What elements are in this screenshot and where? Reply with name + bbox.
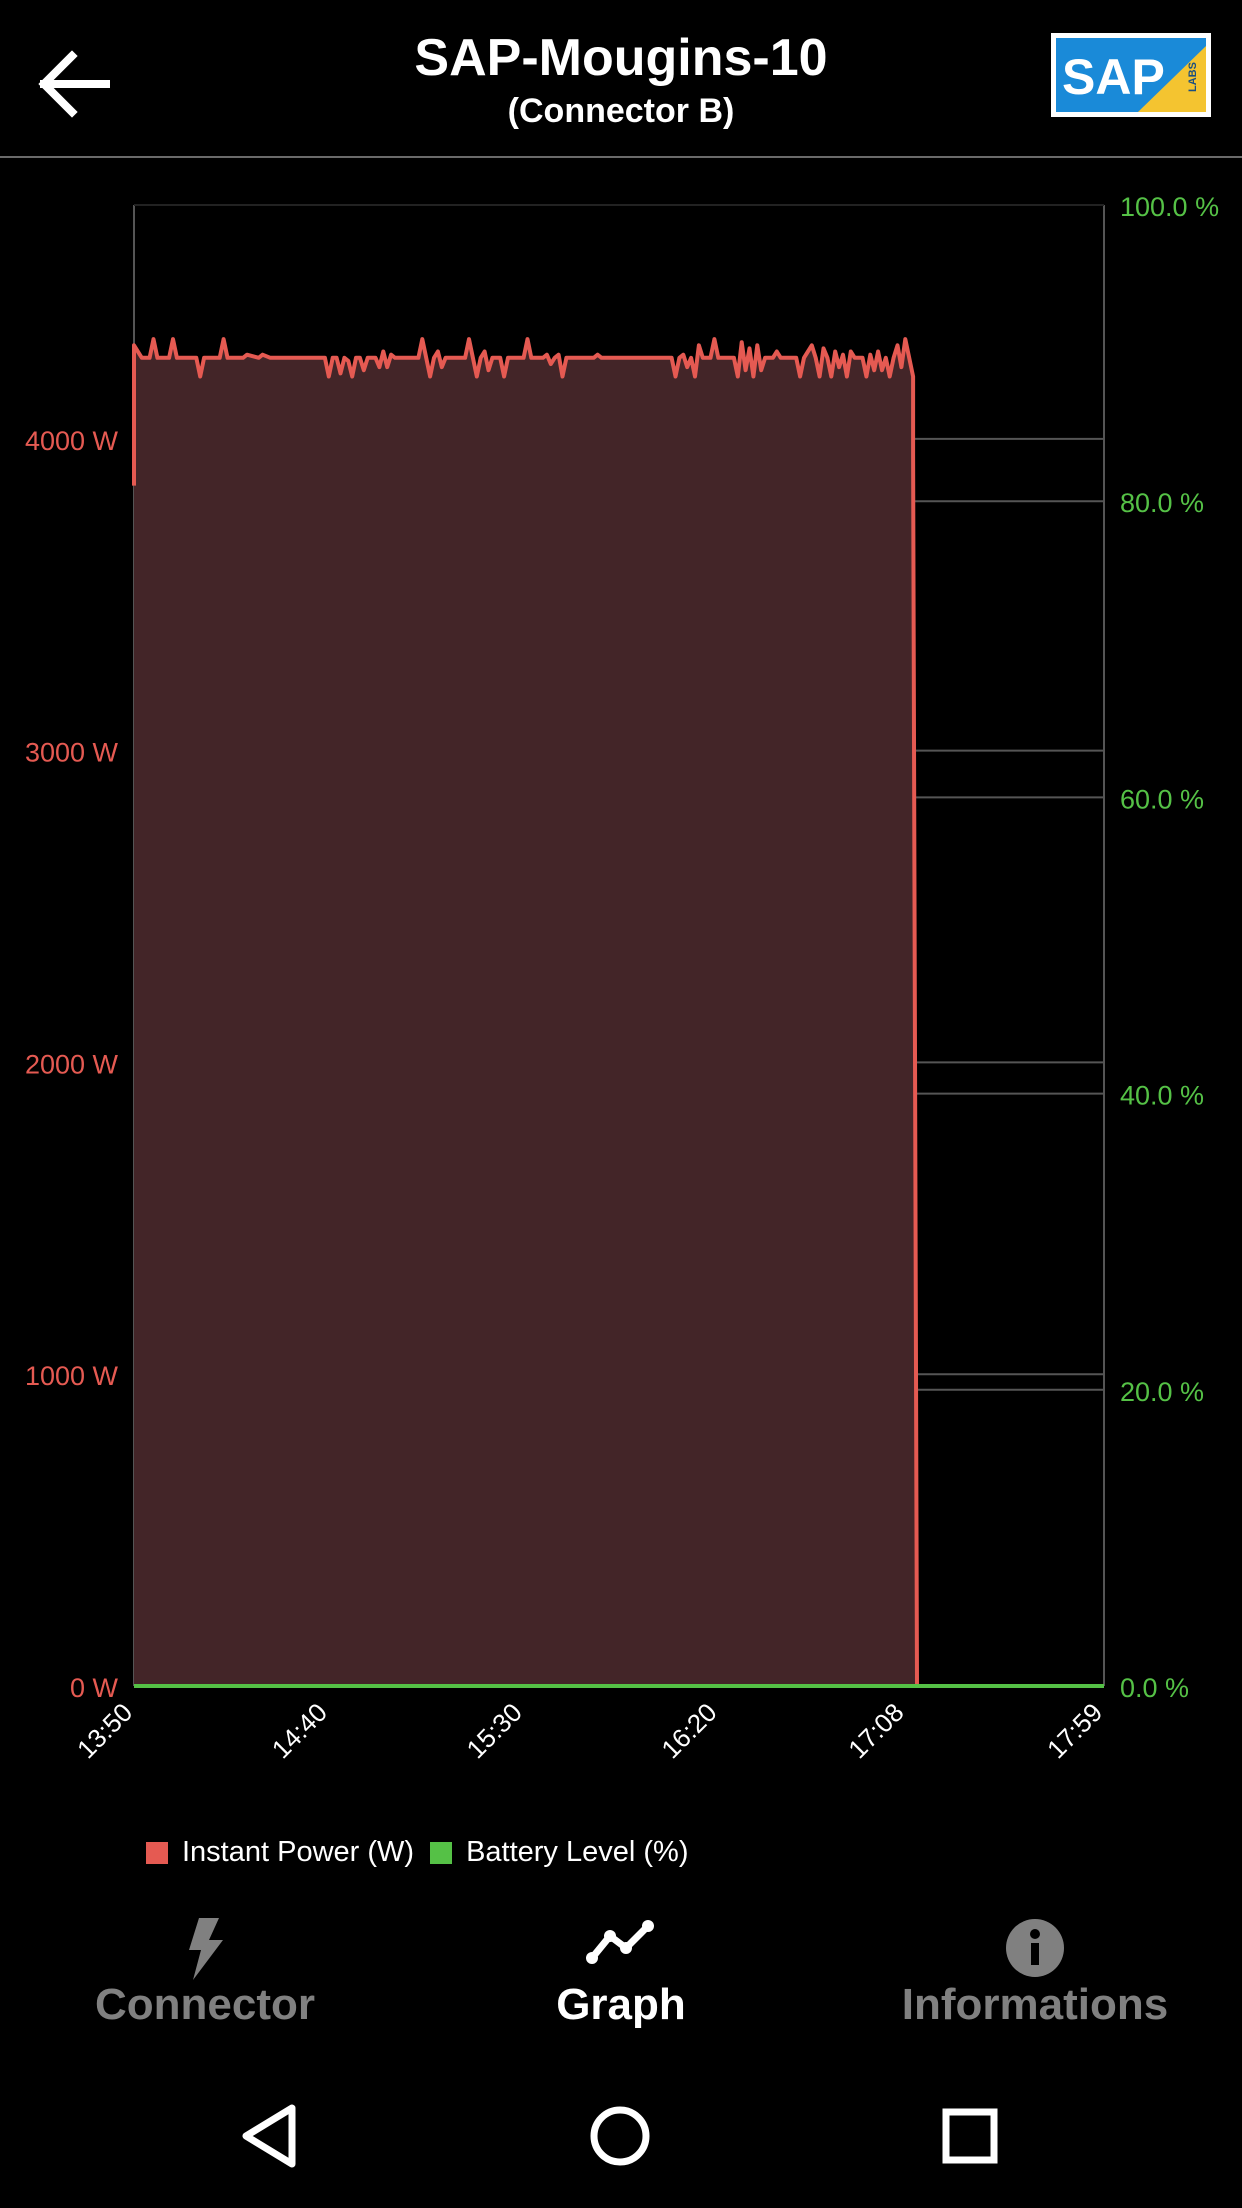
y-left-tick-label: 3000 W bbox=[25, 738, 119, 768]
legend-item-battery: Battery Level (%) bbox=[430, 1836, 688, 1869]
tab-connector[interactable]: Connector bbox=[40, 1900, 370, 2030]
system-recents-button[interactable] bbox=[930, 2096, 1010, 2176]
page-subtitle: (Connector B) bbox=[507, 92, 735, 130]
x-tick-label: 16:20 bbox=[655, 1697, 722, 1764]
y-right-tick-label: 0.0 % bbox=[1120, 1673, 1189, 1703]
y-left-tick-label: 0 W bbox=[70, 1673, 119, 1703]
x-tick-label: 17:59 bbox=[1041, 1697, 1108, 1764]
y-left-tick-label: 1000 W bbox=[25, 1361, 119, 1391]
page-title: SAP-Mougins-10 bbox=[414, 29, 828, 87]
chart-legend: Instant Power (W) Battery Level (%) bbox=[146, 1836, 704, 1869]
legend-swatch-battery bbox=[430, 1841, 453, 1864]
line-graph-icon bbox=[586, 1920, 654, 1964]
y-right-tick-label: 80.0 % bbox=[1120, 488, 1204, 518]
y-left-tick-label: 2000 W bbox=[25, 1049, 119, 1079]
series-power-area bbox=[134, 339, 1104, 1687]
recents-square-icon bbox=[942, 2108, 998, 2164]
legend-item-power: Instant Power (W) bbox=[146, 1836, 414, 1869]
tab-graph-label: Graph bbox=[556, 1980, 686, 2029]
sap-labs-logo: SAP LABS bbox=[1050, 32, 1212, 118]
logo-text: SAP bbox=[1062, 49, 1165, 105]
y-left-tick-label: 4000 W bbox=[25, 426, 119, 456]
legend-swatch-power bbox=[146, 1841, 168, 1864]
y-right-tick-label: 60.0 % bbox=[1120, 784, 1204, 814]
legend-label-battery: Battery Level (%) bbox=[466, 1836, 689, 1868]
legend-label-power: Instant Power (W) bbox=[182, 1836, 415, 1868]
y-right-tick-label: 100.0 % bbox=[1120, 192, 1219, 222]
logo-badge: LABS bbox=[1187, 62, 1199, 92]
power-chart: 0 W 1000 W 2000 W 3000 W 4000 W 0.0 % 20.0 % 40… bbox=[25, 192, 1219, 1764]
home-circle-icon bbox=[590, 2106, 650, 2166]
series-power-line bbox=[132, 337, 1104, 1688]
bottom-tab-bar: Connector Graph Informations bbox=[0, 1900, 1242, 2030]
x-tick-label: 17:08 bbox=[842, 1697, 909, 1764]
tab-graph[interactable]: Graph bbox=[456, 1900, 786, 2030]
tab-connector-label: Connector bbox=[95, 1980, 315, 2029]
x-tick-label: 15:30 bbox=[461, 1697, 528, 1764]
tab-informations-label: Informations bbox=[901, 1980, 1169, 2029]
app-header: SAP-Mougins-10 (Connector B) SAP LABS bbox=[0, 0, 1242, 158]
y-right-tick-label: 20.0 % bbox=[1120, 1377, 1204, 1407]
system-home-button[interactable] bbox=[580, 2096, 660, 2176]
x-tick-label: 14:40 bbox=[266, 1697, 333, 1764]
tab-informations[interactable]: Informations bbox=[870, 1900, 1200, 2030]
y-right-tick-label: 40.0 % bbox=[1120, 1081, 1204, 1111]
lightning-bolt-icon bbox=[189, 1918, 223, 1980]
back-button[interactable] bbox=[36, 46, 114, 122]
arrow-left-icon bbox=[38, 50, 110, 118]
info-icon bbox=[1006, 1919, 1064, 1977]
system-back-button[interactable] bbox=[230, 2096, 310, 2176]
x-tick-label: 13:50 bbox=[71, 1697, 138, 1764]
back-triangle-icon bbox=[242, 2104, 296, 2168]
system-navigation-bar bbox=[0, 2060, 1242, 2208]
